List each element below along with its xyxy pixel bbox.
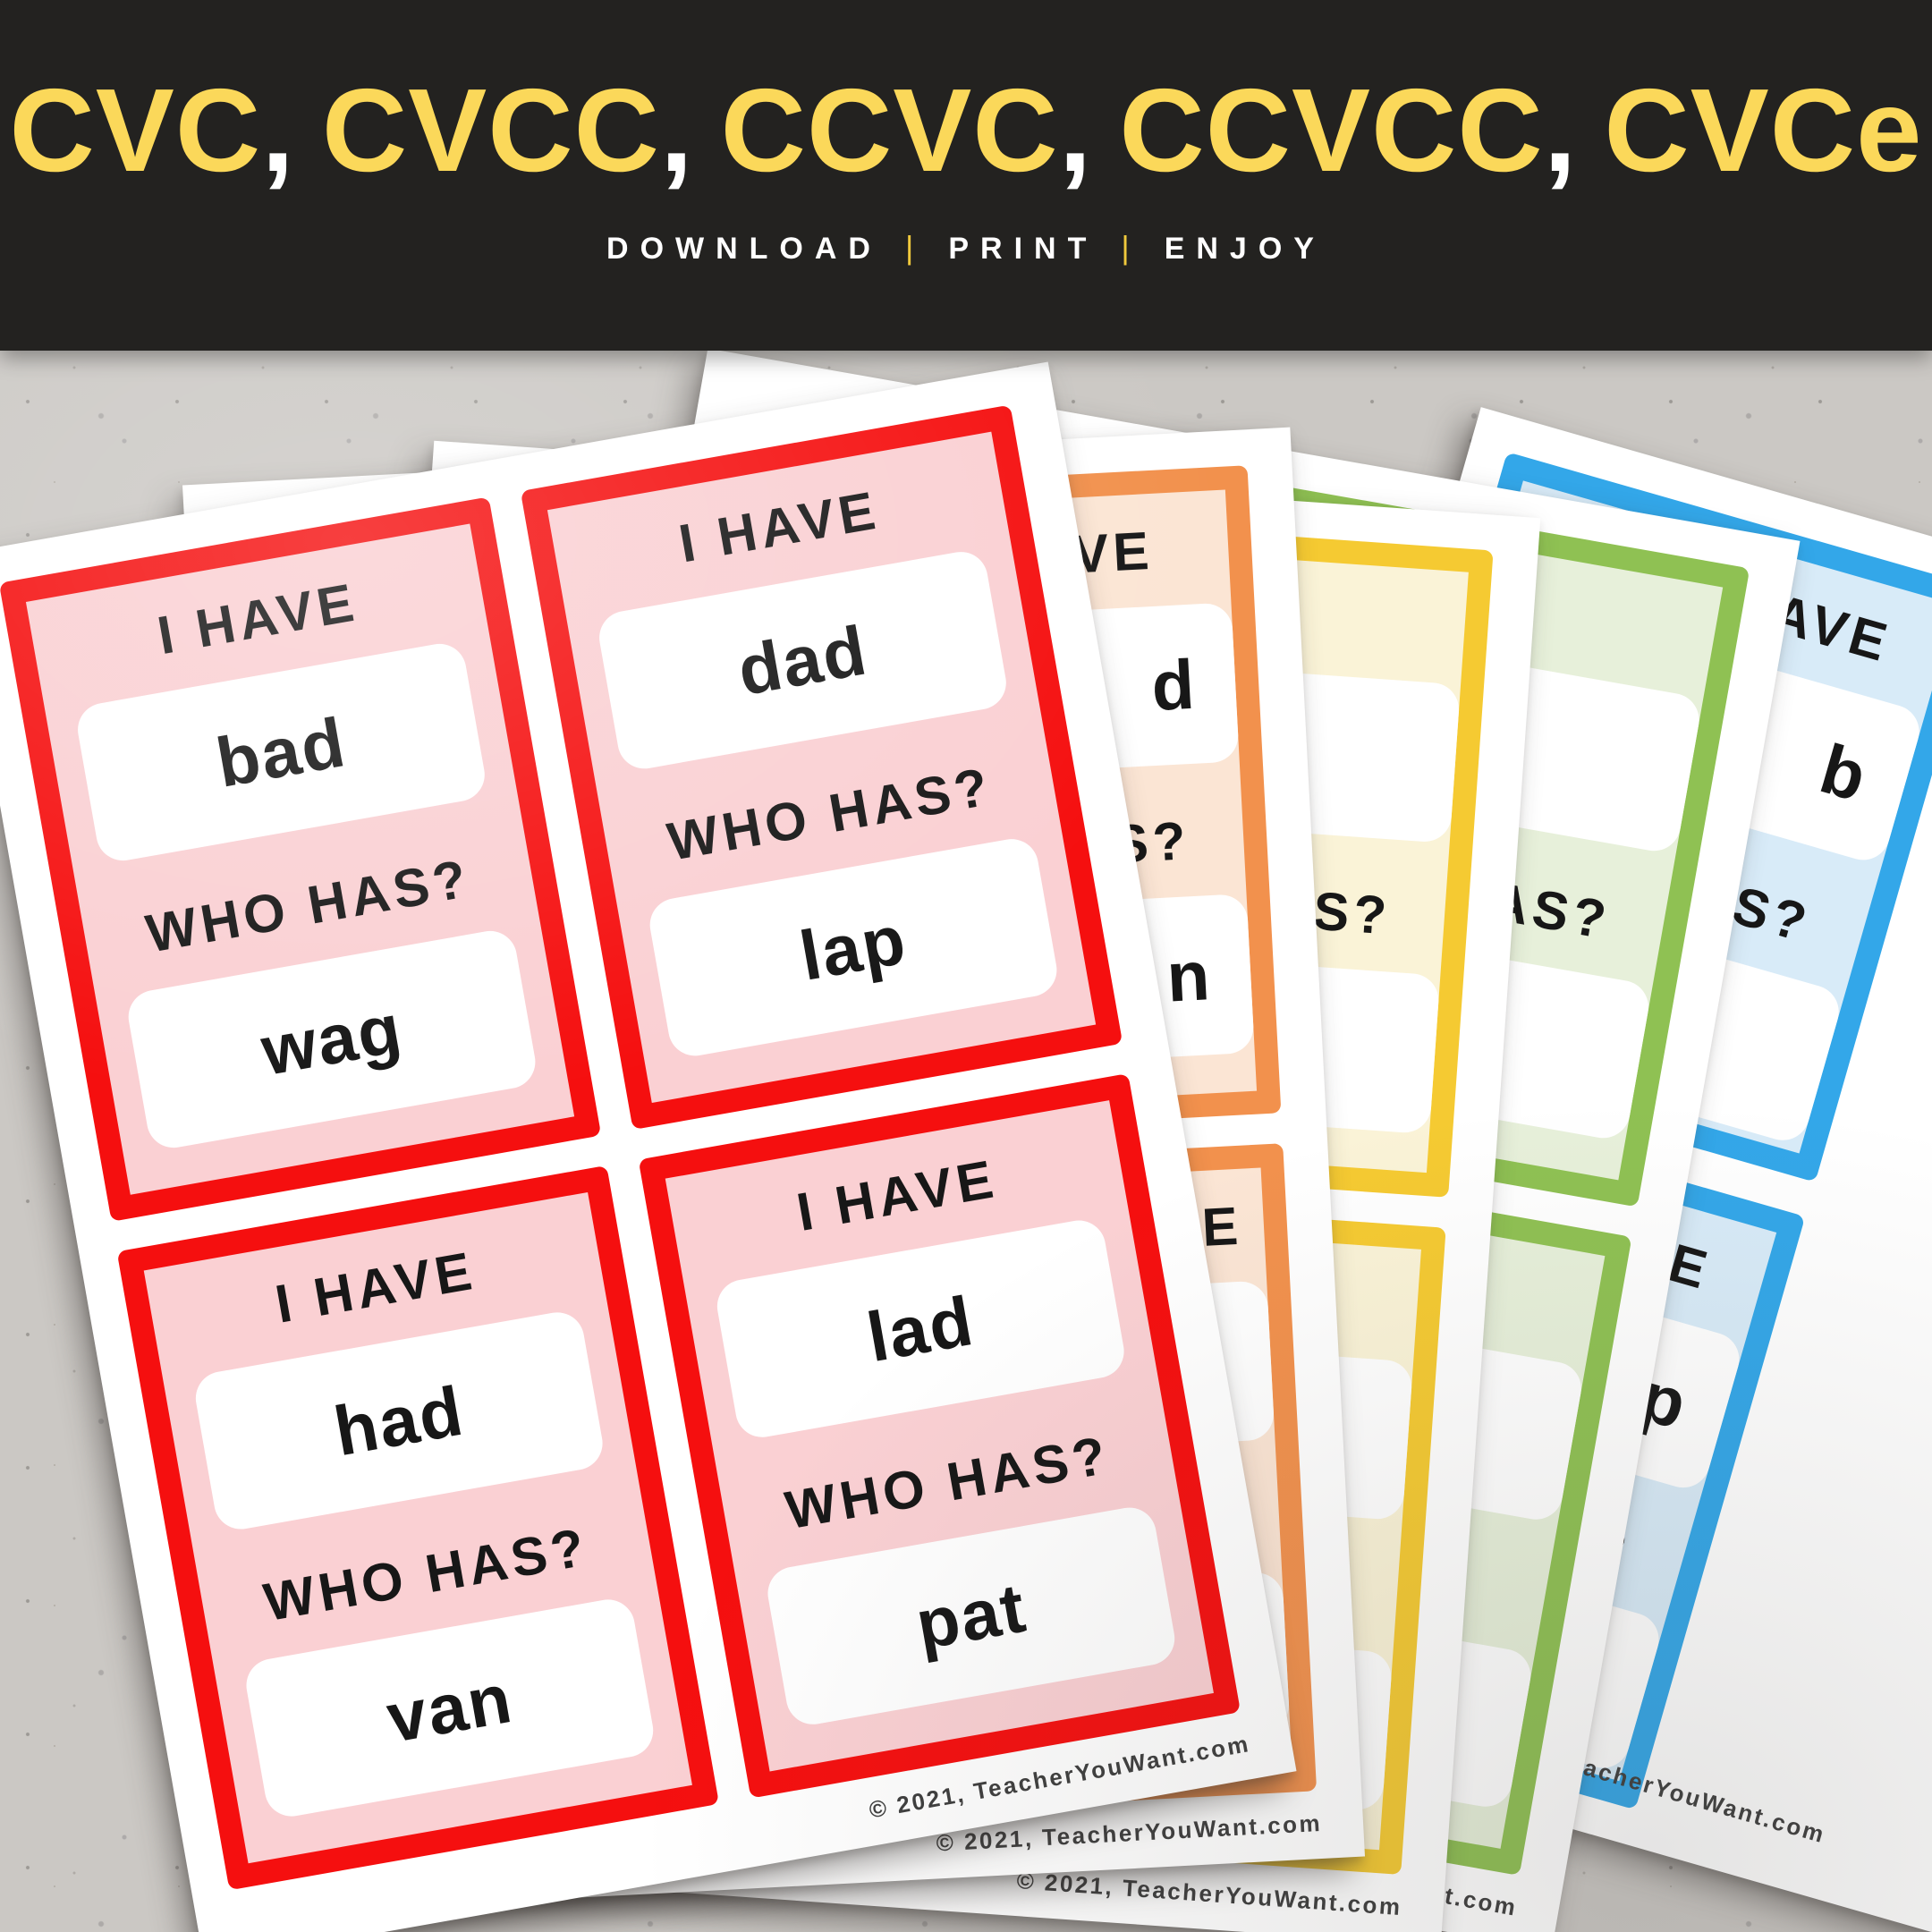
flashcard: I HAVE bad WHO HAS? wag [0,496,602,1222]
title-group: CVC [9,64,262,196]
word: n [1165,935,1214,1017]
page-title: CVC, CVCC, CCVC, CCVCC, CVCe [10,72,1923,190]
i-have-label [1361,1276,1419,1335]
word: had [328,1370,470,1470]
tagline-item: PRINT [948,232,1098,266]
word-box: had [191,1308,607,1534]
title-group: CVCe [1604,64,1923,196]
title-group: CVCC [321,64,660,196]
title-comma: , [659,64,694,196]
word: van [380,1657,519,1758]
i-have-label: I HAVE [792,1148,1002,1243]
tagline-separator: | [1121,229,1141,266]
i-have-label: I HAVE [271,1240,480,1335]
tagline-separator: | [904,229,926,266]
word-box: pat [763,1503,1179,1729]
i-have-label [1409,598,1466,657]
word-box: dad [595,547,1011,774]
word: bad [210,701,352,802]
i-have-label [1655,608,1717,672]
title-group: CCVCC [1119,64,1544,196]
word-box: lad [713,1216,1129,1442]
word: d [1149,644,1199,725]
word: lad [861,1280,980,1377]
i-have-label: I HAVE [674,479,885,574]
word-box: wag [123,927,540,1152]
header-banner: CVC, CVCC, CCVC, CCVCC, CVCe DOWNLOAD | PRINT |… [0,0,1932,351]
word-box: lap [645,835,1062,1061]
word: lap [793,899,913,996]
word: pat [910,1567,1032,1665]
tagline: DOWNLOAD | PRINT | ENJOY [606,229,1326,267]
i-have-label [1538,1276,1600,1340]
tagline-item: ENJOY [1164,232,1326,266]
word: b [1812,728,1877,817]
word-box: van [242,1595,657,1821]
title-comma: , [1058,64,1093,196]
title-group: CCVC [720,64,1059,196]
title-comma: , [261,64,295,196]
title-comma: , [1543,64,1578,196]
copyright-line: © 2021, TeacherYouWant.com [1015,1867,1403,1921]
flashcard: I HAVE had WHO HAS? van [116,1165,720,1891]
word-box: bad [73,640,489,865]
who-has-label [1487,1563,1549,1627]
tagline-item: DOWNLOAD [606,232,882,266]
i-have-label: I HAVE [153,572,363,666]
flashcard: I HAVE dad WHO HAS? lap [520,404,1123,1131]
concrete-background: I HAVE b WHO HAS? I HAVE p WHO HAS? © 20… [0,351,1932,1932]
word: dad [732,609,874,710]
word: wag [255,987,409,1090]
flashcard: I HAVE lad WHO HAS? pat [638,1073,1241,1799]
